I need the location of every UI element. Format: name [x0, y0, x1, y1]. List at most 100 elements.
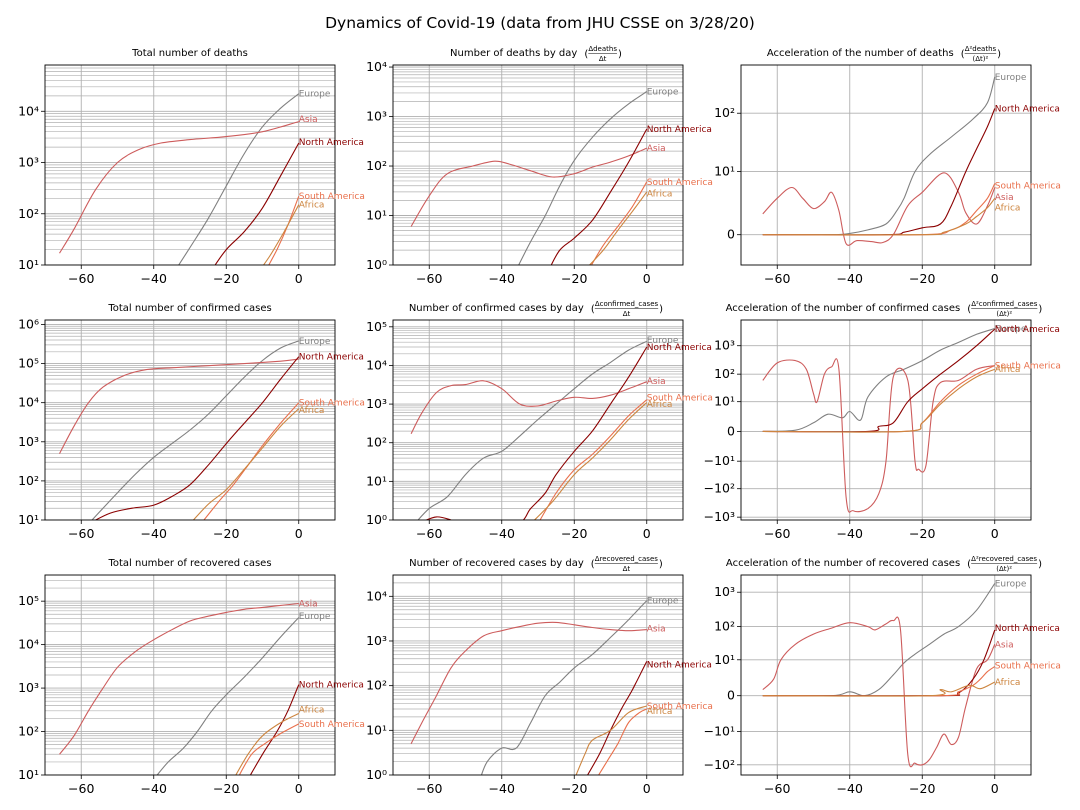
series-line-north-america — [94, 356, 300, 520]
series-line-europe — [156, 617, 300, 775]
axes-frame — [392, 64, 684, 266]
chart-panel-7: −60 −40 −20 0 10¹ 10² 10³ 10⁴ 10⁵ Asia Europe North… — [18, 558, 365, 796]
series-lines — [762, 583, 996, 768]
series-line-south-america — [539, 399, 648, 520]
y-tick-label: 10² — [366, 158, 387, 173]
grid — [45, 65, 335, 265]
formula-denominator: (Δt)² — [996, 565, 1012, 573]
chart-panel-9: −60 −40 −20 0 −10² −10¹ 0 10¹ 10² 10³ Europe North … — [704, 555, 1061, 796]
y-tick-label: 10¹ — [18, 257, 39, 272]
formula-paren-left: ( — [967, 559, 971, 570]
series-label-south-america: South America — [647, 393, 713, 403]
axes-frame — [44, 319, 336, 521]
series-label-asia: Asia — [299, 115, 318, 125]
chart-panel-6: −60 −40 −20 0 −10³ −10² −10¹ 0 10¹ 10² 10³ EuropeNo… — [704, 300, 1061, 541]
formula-paren-left: ( — [591, 559, 595, 570]
series-line-asia — [410, 147, 648, 227]
series-label-north-america: North America — [299, 681, 364, 691]
y-tick-label: −10¹ — [704, 724, 735, 739]
x-tick-label: 0 — [295, 271, 303, 286]
figure-title: Dynamics of Covid-19 (data from JHU CSSE… — [325, 14, 755, 32]
series-line-europe — [480, 600, 648, 775]
series-line-asia — [410, 380, 647, 435]
series-label-north-america: North America — [647, 343, 712, 353]
series-label-north-america: North America — [299, 138, 364, 148]
series-line-south-america — [268, 195, 300, 265]
series-line-asia — [410, 621, 647, 745]
series-label-asia: Asia — [299, 600, 318, 610]
x-tick-label: −60 — [764, 781, 790, 796]
formula-paren-right: ) — [618, 49, 622, 60]
x-tick-label: 0 — [295, 781, 303, 796]
x-tick-label: −40 — [141, 271, 167, 286]
series-label-north-america: North America — [299, 353, 364, 363]
series-lines — [59, 603, 300, 775]
x-tick-label: −60 — [68, 271, 94, 286]
series-line-europe — [91, 340, 299, 520]
y-tick-label: −10¹ — [704, 453, 735, 468]
series-label-south-america: South America — [995, 181, 1061, 191]
y-tick-label: 10¹ — [714, 394, 735, 409]
series-label-asia: Asia — [995, 640, 1014, 650]
series-label-africa: Africa — [995, 365, 1021, 375]
y-tick-label: 10¹ — [366, 722, 387, 737]
formula-numerator: Δ²recovered_cases — [971, 555, 1037, 563]
series-label-south-america: South America — [647, 702, 713, 712]
x-tick-label: −60 — [68, 781, 94, 796]
y-tick-label: 10⁴ — [366, 357, 387, 372]
y-tick-label: 10² — [714, 366, 735, 381]
y-tick-label: −10³ — [704, 509, 735, 524]
y-tick-label: 10³ — [18, 680, 39, 695]
series-line-europe — [518, 91, 648, 265]
y-tick-label: 10⁵ — [18, 593, 39, 608]
chart-title: Acceleration of the number of recovered … — [726, 558, 960, 569]
series-lines — [762, 76, 996, 246]
series-label-europe: Europe — [647, 336, 679, 346]
series-line-north-america — [214, 142, 300, 265]
series-label-asia: Asia — [647, 625, 666, 635]
y-tick-label: 10⁴ — [366, 59, 387, 74]
series-line-africa — [588, 191, 648, 265]
axes-frame — [44, 64, 336, 266]
x-tick-label: 0 — [643, 781, 651, 796]
series-label-europe: Europe — [299, 612, 331, 622]
series-line-asia — [762, 172, 996, 246]
series-label-africa: Africa — [647, 707, 673, 717]
series-line-europe — [762, 583, 996, 697]
formula-paren-left: ( — [584, 49, 588, 60]
x-tick-label: −20 — [561, 271, 587, 286]
chart-panel-5: −60 −40 −20 0 10⁰ 10¹ 10² 10³ 10⁴ 10⁵ EuropeNorth … — [366, 300, 713, 541]
y-tick-label: 10⁴ — [18, 637, 39, 652]
formula-denominator: (Δt)² — [973, 55, 989, 63]
series-line-north-america — [762, 328, 996, 433]
y-tick-label: 0 — [727, 688, 735, 703]
x-tick-label: −20 — [909, 781, 935, 796]
formula-paren-left: ( — [591, 304, 595, 315]
series-label-south-america: South America — [299, 720, 365, 730]
y-tick-label: −10² — [704, 481, 735, 496]
series-label-africa: Africa — [647, 189, 673, 199]
series-line-south-america — [762, 365, 996, 433]
y-tick-label: 10⁴ — [18, 103, 39, 118]
series-label-europe: Europe — [647, 597, 679, 607]
chart-title: Acceleration of the number of confirmed … — [726, 303, 961, 314]
y-tick-label: 10¹ — [366, 473, 387, 488]
series-line-africa — [762, 197, 996, 236]
x-tick-label: −60 — [416, 781, 442, 796]
series-label-asia: Asia — [647, 377, 666, 387]
axes-frame — [392, 319, 684, 521]
series-label-europe: Europe — [995, 579, 1027, 589]
x-tick-label: −20 — [909, 526, 935, 541]
series-label-europe: Europe — [299, 337, 331, 347]
formula-numerator: Δ²deaths — [965, 45, 997, 53]
chart-title: Number of confirmed cases by day — [409, 303, 584, 314]
series-line-south-america — [590, 181, 648, 265]
series-label-africa: Africa — [299, 201, 325, 211]
series-label-africa: Africa — [647, 400, 673, 410]
chart-panel-8: −60 −40 −20 0 10⁰ 10¹ 10² 10³ 10⁴ Europe Asia North… — [366, 555, 713, 796]
chart-title: Number of recovered cases by day — [409, 558, 584, 569]
series-line-africa — [575, 705, 647, 775]
y-tick-label: 0 — [727, 227, 735, 242]
series-label-europe: Europe — [995, 73, 1027, 83]
